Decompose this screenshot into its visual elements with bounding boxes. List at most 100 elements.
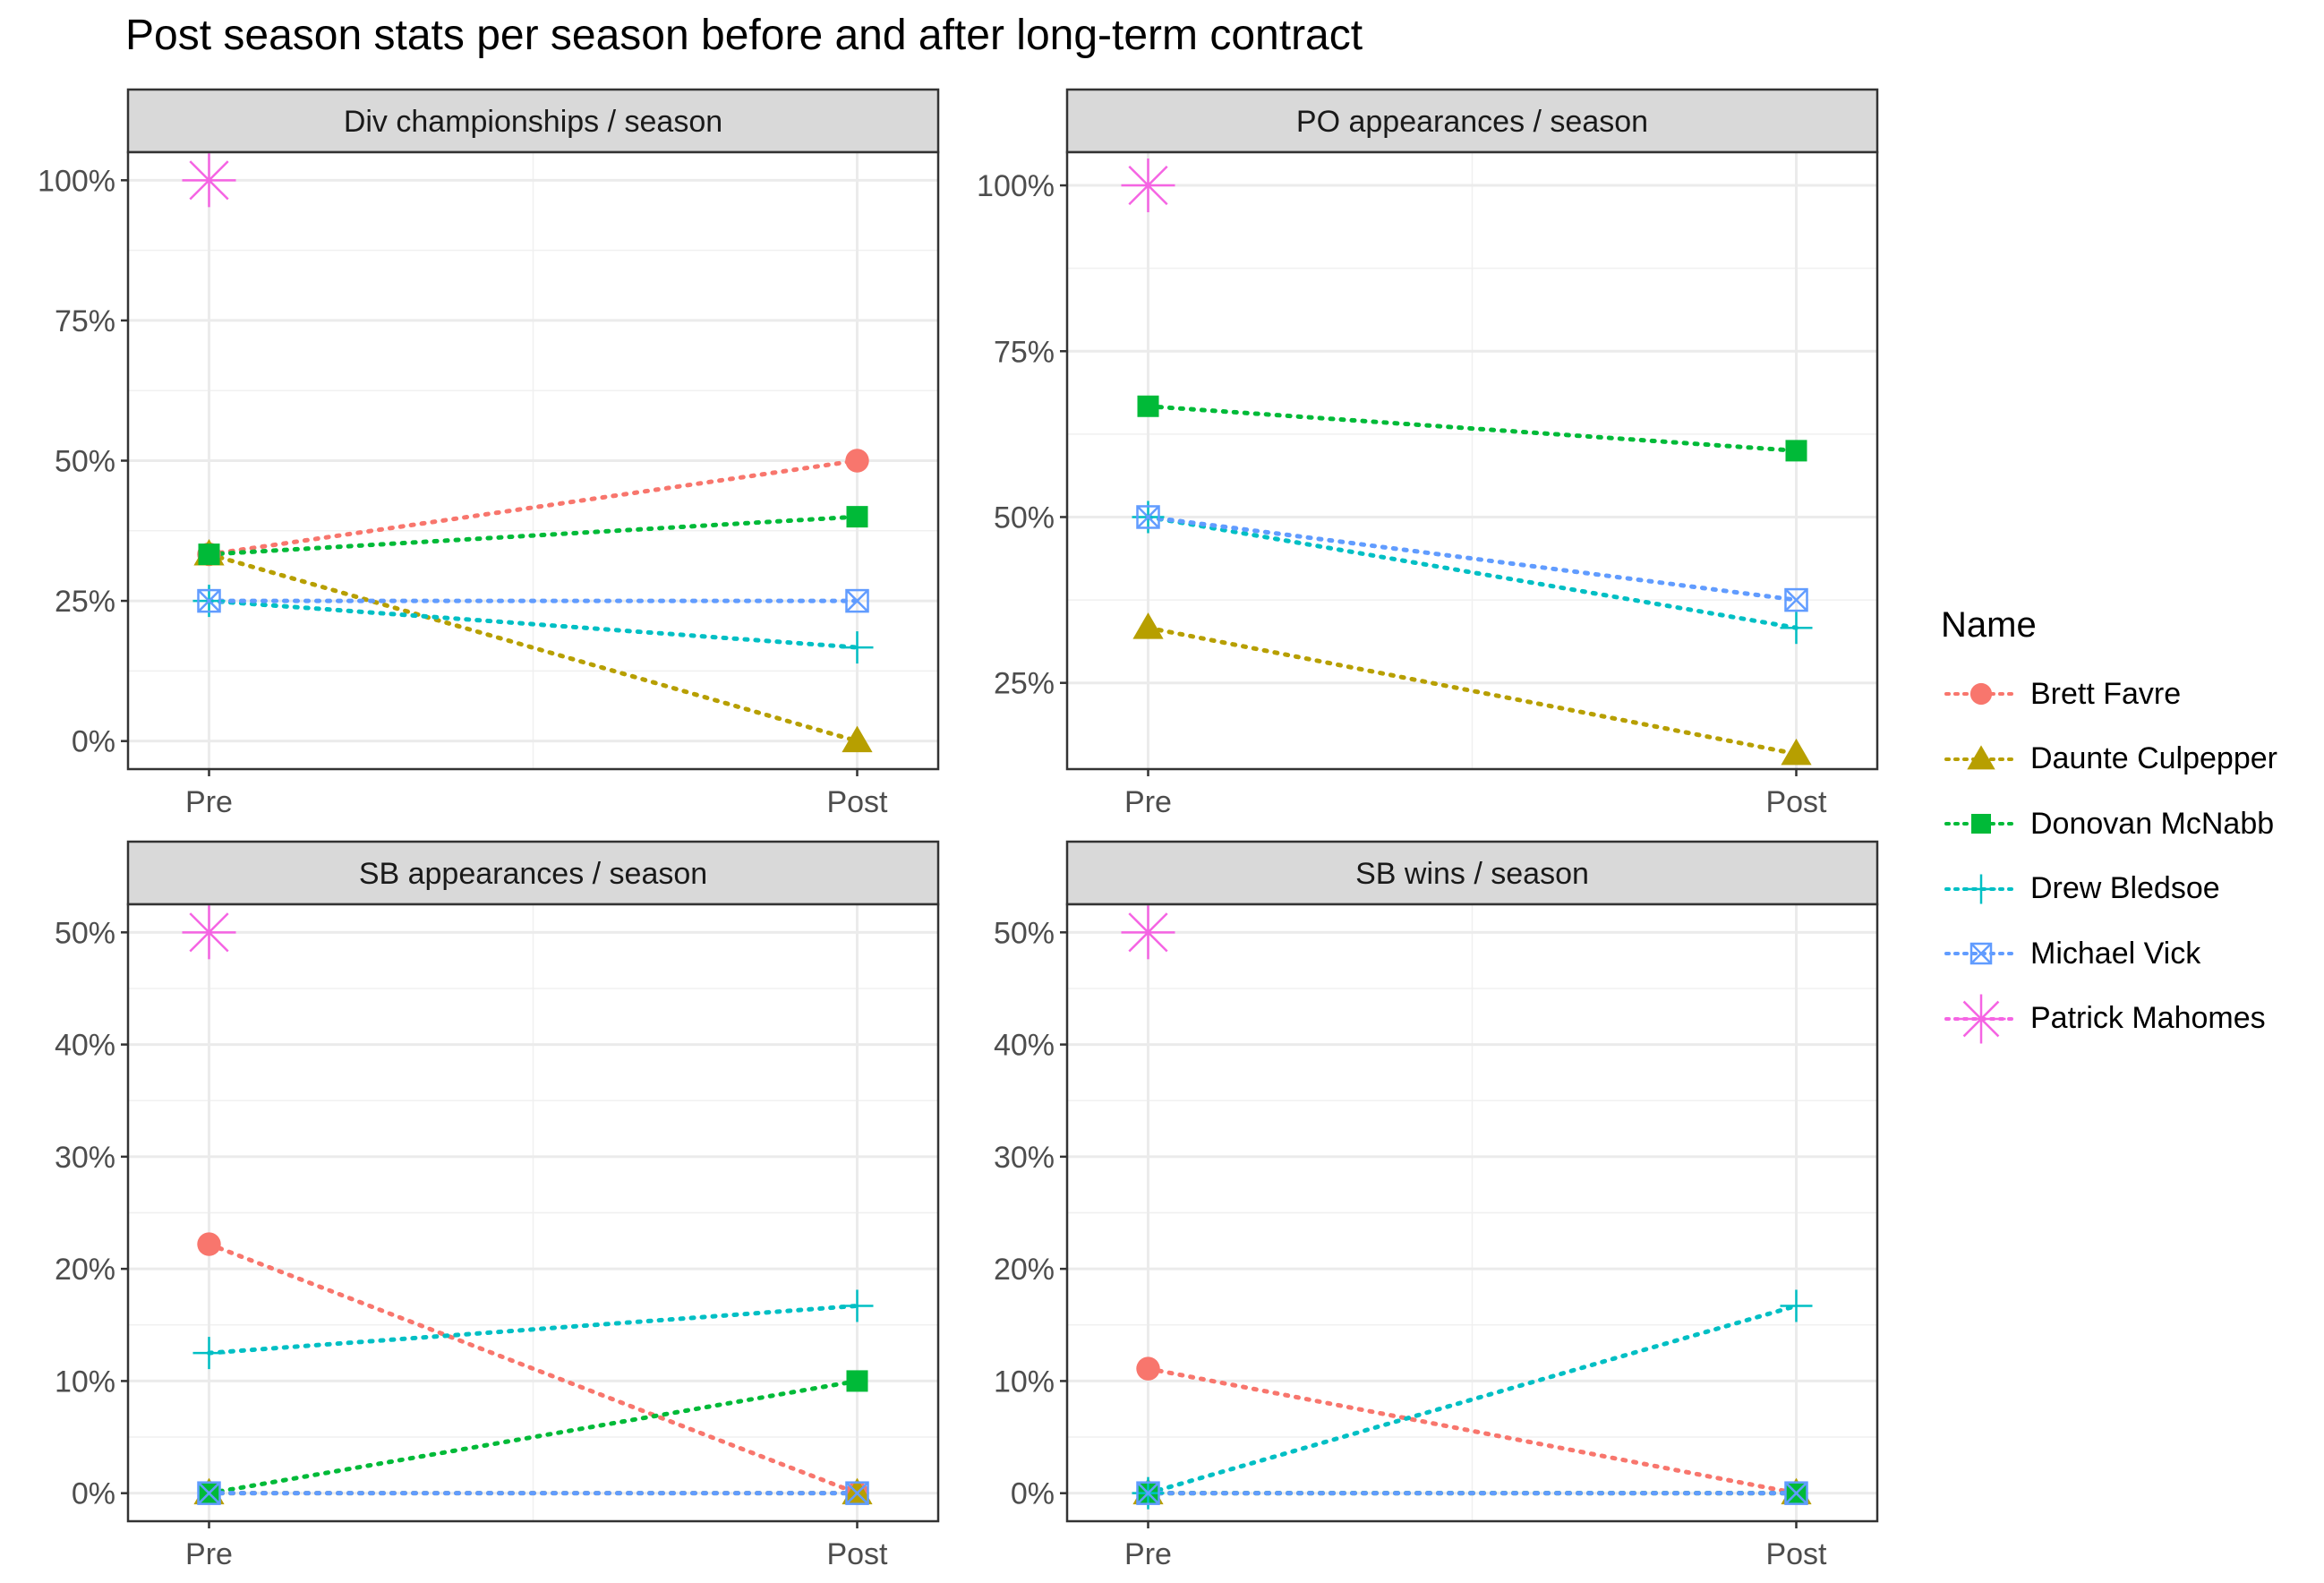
x-tick-label: Post	[826, 785, 888, 819]
point-donovan-mcnabb	[846, 1370, 868, 1392]
point-michael-vick	[1784, 1481, 1808, 1505]
series-line-donovan-mcnabb	[207, 1378, 859, 1496]
point-brett-favre	[1136, 1356, 1160, 1381]
point-daunte-culpepper	[1132, 612, 1164, 639]
legend-label: Drew Bledsoe	[2030, 871, 2220, 906]
series-line-daunte-culpepper	[207, 552, 859, 744]
point-donovan-mcnabb	[846, 506, 868, 528]
y-tick-label: 10%	[55, 1365, 115, 1399]
y-tick-label: 100%	[977, 169, 1055, 203]
point-daunte-culpepper	[1781, 738, 1812, 766]
panel-strip	[126, 840, 940, 906]
y-tick-label: 10%	[994, 1365, 1055, 1399]
legend-marker-circle	[1969, 683, 1993, 706]
legend-marker-square-cross	[1969, 943, 1993, 965]
legend-marker-triangle	[1967, 745, 1995, 770]
point-patrick-mahomes	[1121, 905, 1175, 960]
point-michael-vick	[1136, 1481, 1160, 1505]
point-brett-favre	[845, 449, 869, 473]
point-drew-bledsoe	[1780, 1289, 1813, 1322]
point-daunte-culpepper	[842, 725, 873, 753]
point-drew-bledsoe	[192, 1337, 226, 1370]
legend-marker-asterisk	[1956, 994, 2006, 1044]
point-michael-vick	[845, 588, 869, 613]
y-tick-label: 50%	[994, 916, 1055, 950]
y-tick-label: 25%	[55, 585, 115, 619]
point-donovan-mcnabb	[198, 543, 220, 566]
point-patrick-mahomes	[182, 905, 236, 960]
panel-strip	[1065, 840, 1879, 906]
legend-item-patrick-mahomes: Patrick Mahomes	[1941, 987, 2277, 1052]
legend-item-michael-vick: Michael Vick	[1941, 921, 2277, 987]
y-tick-label: 50%	[55, 916, 115, 950]
series-line-brett-favre	[207, 458, 859, 557]
panel-border	[126, 903, 940, 1523]
y-tick-label: 40%	[55, 1029, 115, 1063]
point-drew-bledsoe	[841, 1289, 874, 1322]
point-patrick-mahomes	[182, 153, 236, 208]
panel-div-championships-season: Div championships / season 0% 25% 50% 75% 100…	[38, 88, 940, 819]
panel-po-appearances-season: PO appearances / season 25% 50% 75% 100% Pre P…	[977, 88, 1879, 819]
panel-title: Div championships / season	[344, 105, 722, 139]
point-donovan-mcnabb	[1785, 440, 1807, 462]
point-michael-vick	[1784, 587, 1808, 612]
legend-key	[1944, 943, 2018, 965]
x-tick-label: Pre	[185, 785, 233, 819]
x-tick-label: Pre	[185, 1537, 233, 1571]
legend: Name Brett Favre Daunte Culpepper Donovan …	[1941, 605, 2277, 1051]
y-tick-label: 0%	[1011, 1477, 1055, 1511]
legend-key	[1944, 814, 2018, 834]
series-line-drew-bledsoe	[1146, 514, 1799, 630]
point-daunte-culpepper	[842, 1477, 873, 1505]
legend-key	[1944, 994, 2018, 1044]
panel-title: PO appearances / season	[1296, 105, 1648, 139]
y-tick-label: 30%	[994, 1141, 1055, 1175]
legend-items: Brett Favre Daunte Culpepper Donovan McNab…	[1941, 662, 2277, 1051]
panel-sb-wins-season: SB wins / season 0% 10% 20% 30% 40% 50% Pre Post	[994, 840, 1879, 1571]
legend-marker-square	[1971, 814, 1991, 834]
point-patrick-mahomes	[1121, 158, 1175, 213]
series-line-brett-favre	[1146, 1366, 1799, 1496]
chart-title: Post season stats per season before and …	[125, 12, 1363, 59]
y-tick-label: 0%	[72, 725, 115, 759]
point-michael-vick	[845, 1481, 869, 1505]
legend-label: Michael Vick	[2030, 936, 2201, 971]
legend-marker-plus	[1966, 874, 1996, 904]
panel-title: SB wins / season	[1355, 857, 1589, 891]
legend-item-brett-favre: Brett Favre	[1941, 662, 2277, 727]
y-tick-label: 100%	[38, 164, 115, 198]
x-tick-label: Post	[826, 1537, 888, 1571]
y-tick-label: 20%	[55, 1253, 115, 1287]
panel-border	[1065, 150, 1879, 771]
point-michael-vick	[197, 1481, 221, 1505]
series-line-brett-favre	[207, 1242, 859, 1496]
series-line-daunte-culpepper	[1146, 625, 1799, 757]
panel-title: SB appearances / season	[359, 857, 707, 891]
legend-key	[1944, 874, 2018, 904]
x-tick-label: Post	[1765, 1537, 1827, 1571]
legend-item-drew-bledsoe: Drew Bledsoe	[1941, 857, 2277, 922]
y-tick-label: 75%	[55, 304, 115, 338]
series-line-drew-bledsoe	[207, 1303, 859, 1356]
panel-strip	[126, 88, 940, 154]
panel-border	[1065, 903, 1879, 1523]
x-tick-label: Post	[1765, 785, 1827, 819]
point-brett-favre	[197, 1232, 221, 1256]
y-tick-label: 75%	[994, 335, 1055, 369]
legend-item-daunte-culpepper: Daunte Culpepper	[1941, 727, 2277, 792]
legend-label: Brett Favre	[2030, 676, 2182, 711]
y-tick-label: 20%	[994, 1253, 1055, 1287]
legend-label: Patrick Mahomes	[2030, 1001, 2266, 1036]
series-line-drew-bledsoe	[207, 598, 859, 650]
point-michael-vick	[197, 588, 221, 613]
series-line-donovan-mcnabb	[207, 514, 859, 557]
legend-label: Donovan McNabb	[2030, 806, 2275, 841]
series-line-michael-vick	[1146, 514, 1799, 603]
series-line-donovan-mcnabb	[1146, 404, 1799, 453]
legend-title: Name	[1941, 605, 2037, 645]
legend-key	[1944, 745, 2018, 770]
point-drew-bledsoe	[1780, 612, 1813, 645]
x-tick-label: Pre	[1124, 1537, 1172, 1571]
y-tick-label: 50%	[55, 445, 115, 479]
